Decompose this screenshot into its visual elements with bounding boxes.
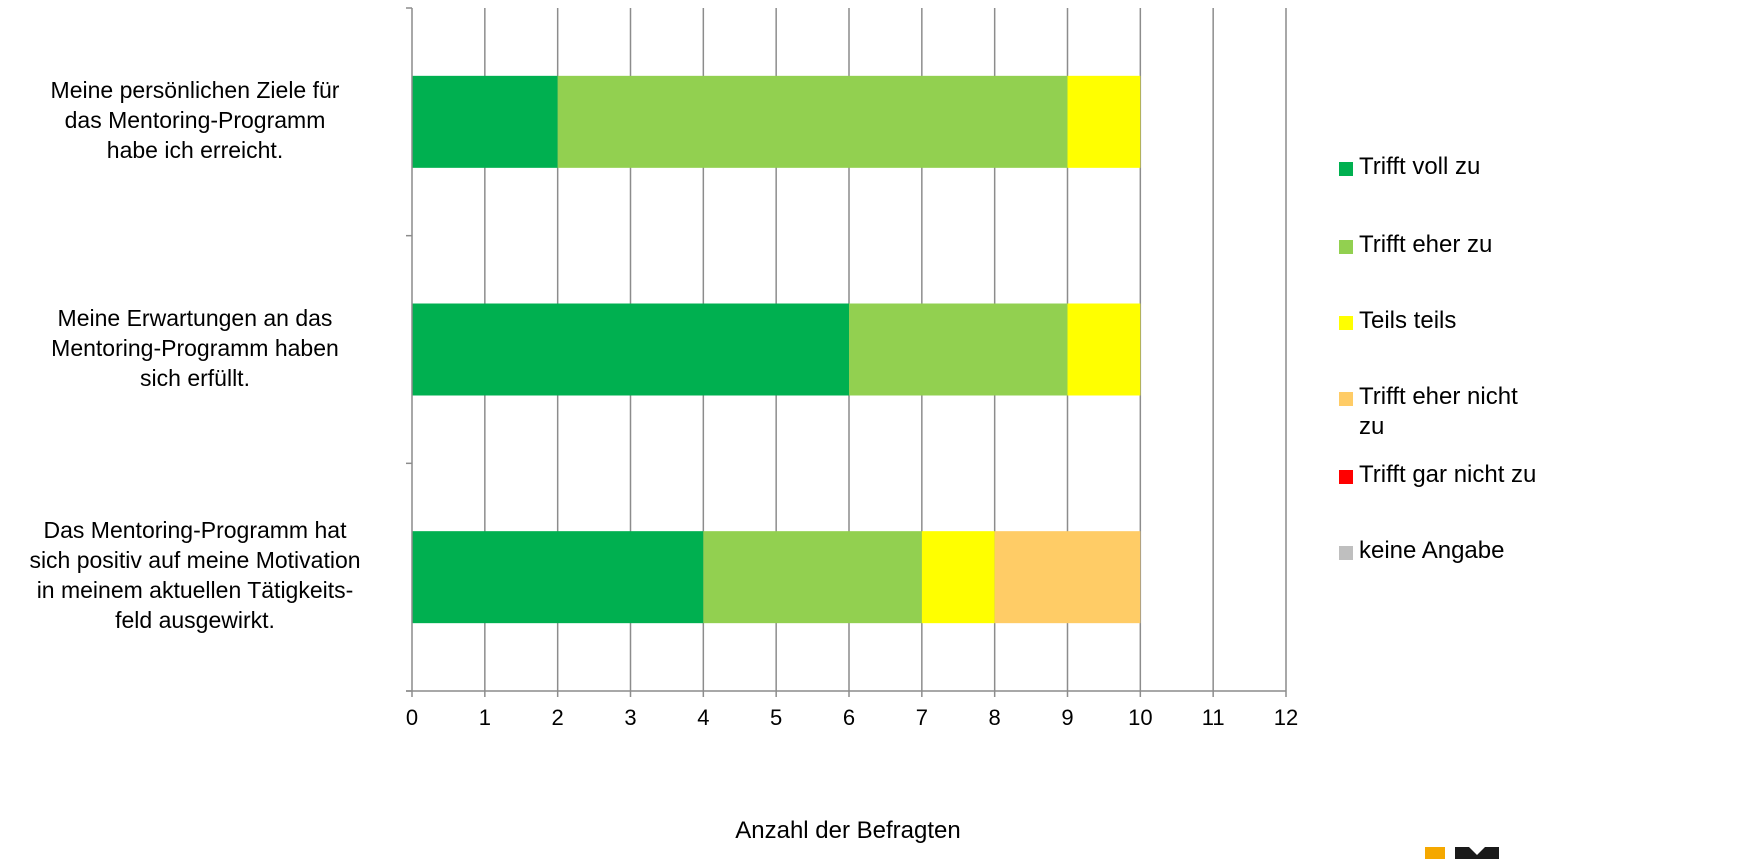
legend-label: Teils teils	[1359, 306, 1599, 336]
category-label-line: das Mentoring-Programm	[64, 106, 326, 133]
bar-segment	[703, 531, 922, 624]
legend-label: Trifft gar nicht zu	[1359, 460, 1599, 490]
legend-swatch	[1339, 470, 1353, 484]
x-tick-label: 3	[624, 705, 636, 730]
legend-label-line: zu	[1359, 413, 1385, 440]
x-axis-title: Anzahl der Befragten	[735, 817, 960, 844]
legend-swatch	[1339, 546, 1353, 560]
legend-label: Trifft eher nicht zu	[1359, 382, 1599, 442]
x-tick-label: 6	[843, 705, 855, 730]
legend-label: Trifft eher zu	[1359, 230, 1599, 260]
category-label: Das Mentoring-Programm hat sich positiv a…	[0, 515, 405, 635]
category-label-line: Meine Erwartungen an das	[57, 304, 333, 331]
bar-segment	[1067, 303, 1141, 396]
logo-letter-shape	[1455, 847, 1499, 859]
legend-swatch	[1339, 162, 1353, 176]
legend-label-line: Trifft voll zu	[1359, 153, 1481, 180]
x-tick-label: 8	[989, 705, 1001, 730]
axes	[406, 7, 1287, 697]
category-label-line: feld ausgewirkt.	[115, 607, 275, 634]
legend-label: Trifft voll zu	[1359, 152, 1599, 182]
legend-swatch	[1339, 240, 1353, 254]
legend-swatch	[1339, 392, 1353, 406]
category-label-line: sich positiv auf meine Motivation	[29, 547, 361, 574]
x-tick-label: 9	[1061, 705, 1073, 730]
logo-mark	[1425, 847, 1499, 859]
bar-segment	[849, 303, 1068, 396]
legend-label-line: Trifft gar nicht zu	[1359, 461, 1537, 488]
bar-segment	[412, 75, 558, 168]
category-label-line: in meinem aktuellen Tätigkeits-	[36, 577, 354, 604]
x-tick-labels: 0 1 2 3 4 5 6 7 8 9 10 11 12	[406, 705, 1298, 730]
x-tick-label: 5	[770, 705, 782, 730]
category-label: Meine Erwartungen an das Mentoring-Progra…	[0, 303, 405, 393]
x-tick-label: 0	[406, 705, 418, 730]
category-label-line: sich erfüllt.	[140, 364, 250, 391]
bars	[412, 75, 1141, 624]
bar-segment	[412, 531, 704, 624]
x-tick-label: 1	[479, 705, 491, 730]
x-tick-label: 4	[697, 705, 709, 730]
bar-segment	[412, 303, 849, 396]
x-tick-label: 7	[916, 705, 928, 730]
x-tick-label: 12	[1274, 705, 1298, 730]
category-label-line: Meine persönlichen Ziele für	[50, 76, 340, 103]
bar-segment	[994, 531, 1141, 624]
category-label-line: habe ich erreicht.	[106, 136, 284, 163]
x-tick-label: 2	[552, 705, 564, 730]
x-tick-label: 11	[1202, 705, 1225, 730]
legend-label-line: Teils teils	[1359, 307, 1457, 334]
category-label: Meine persönlichen Ziele für das Mentorin…	[0, 75, 405, 165]
category-label-line: Mentoring-Programm haben	[51, 334, 339, 361]
legend-label-line: Trifft eher nicht	[1359, 383, 1518, 410]
bar-segment	[557, 75, 1068, 168]
x-tick-label: 10	[1128, 705, 1152, 730]
legend-swatch	[1339, 316, 1353, 330]
legend-label-line: keine Angabe	[1359, 537, 1505, 564]
bar-segment	[1067, 75, 1141, 168]
bar-segment	[921, 531, 995, 624]
legend-label: keine Angabe	[1359, 536, 1599, 566]
legend-label-line: Trifft eher zu	[1359, 231, 1493, 258]
category-label-line: Das Mentoring-Programm hat	[43, 517, 347, 544]
logo-accent-block	[1425, 847, 1445, 859]
